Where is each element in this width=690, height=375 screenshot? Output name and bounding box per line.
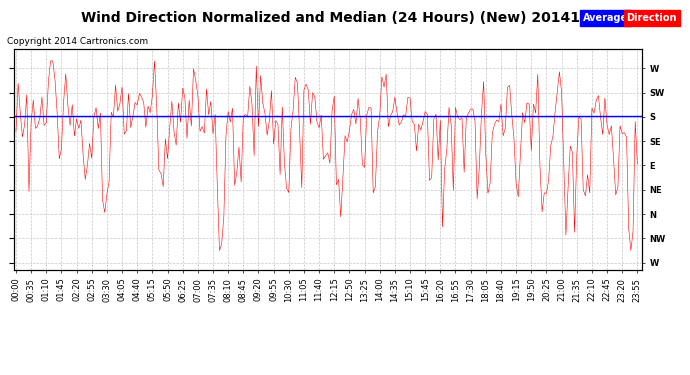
Text: Copyright 2014 Cartronics.com: Copyright 2014 Cartronics.com (7, 38, 148, 46)
Text: Average: Average (583, 13, 628, 23)
Text: Direction: Direction (627, 13, 677, 23)
Text: Wind Direction Normalized and Median (24 Hours) (New) 20141221: Wind Direction Normalized and Median (24… (81, 11, 609, 25)
